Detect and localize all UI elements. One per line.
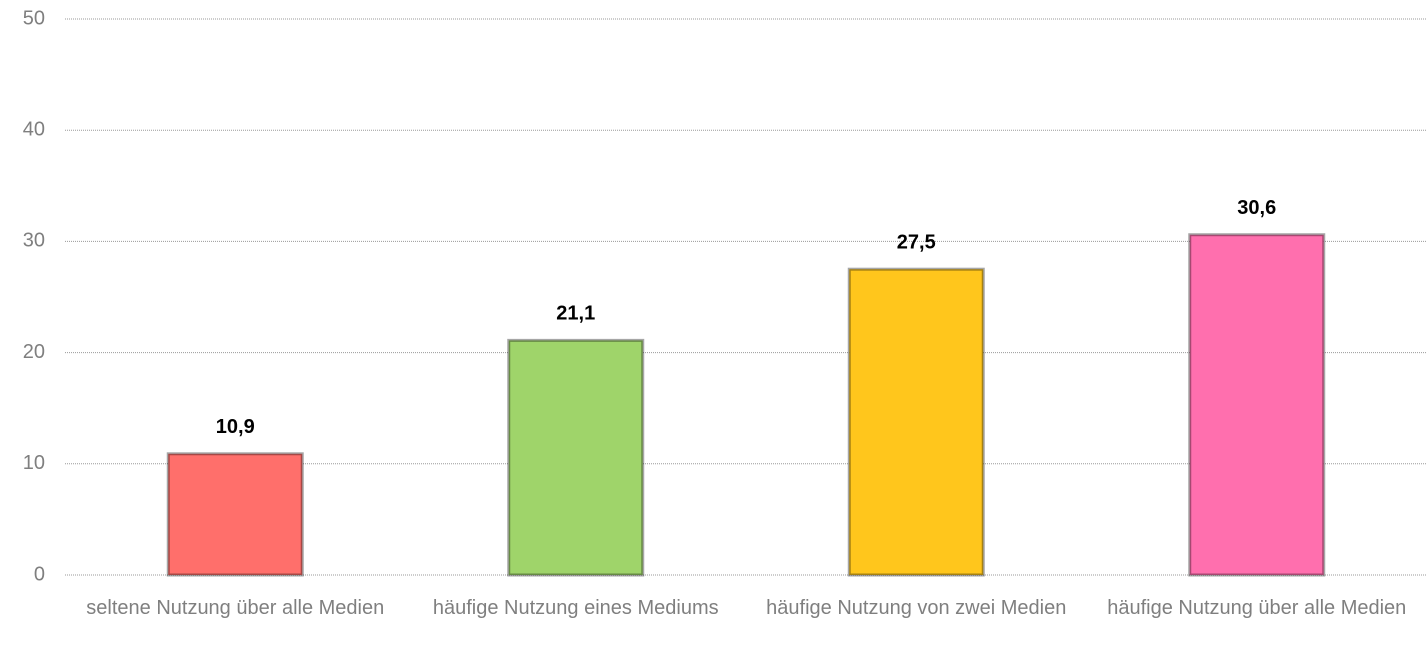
y-tick-label: 30 <box>23 230 45 252</box>
data-label: 30,6 <box>1237 197 1276 219</box>
bar <box>847 267 985 577</box>
y-tick-label: 0 <box>34 563 45 585</box>
x-tick-label: seltene Nutzung über alle Medien <box>86 597 385 619</box>
data-label: 10,9 <box>216 416 255 438</box>
y-tick-label: 10 <box>23 452 45 474</box>
y-tick-label: 40 <box>23 118 45 140</box>
y-tick-label: 20 <box>23 341 45 363</box>
data-label: 21,1 <box>556 303 595 325</box>
data-label: 27,5 <box>897 231 936 253</box>
y-tick-label: 50 <box>23 7 45 29</box>
bar <box>166 452 304 577</box>
x-tick-label: häufige Nutzung über alle Medien <box>1107 597 1407 619</box>
bar <box>507 338 645 577</box>
x-tick-label: häufige Nutzung eines Mediums <box>432 597 719 619</box>
bar <box>1188 233 1326 577</box>
x-tick-label: häufige Nutzung von zwei Medien <box>766 597 1067 619</box>
